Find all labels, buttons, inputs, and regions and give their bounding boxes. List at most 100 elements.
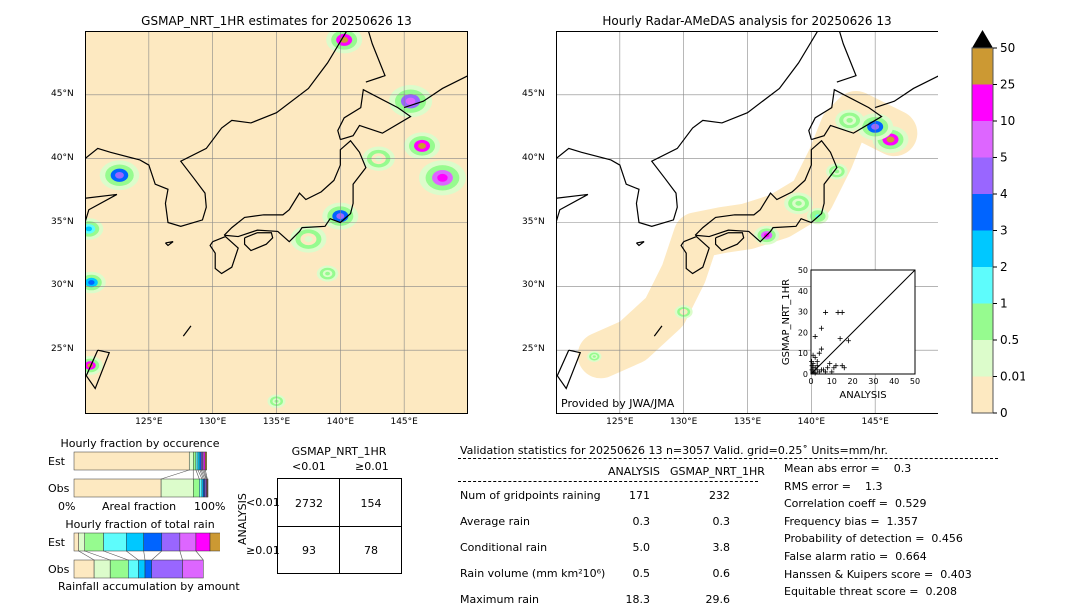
- score-line: Hanssen & Kuipers score = 0.403: [784, 567, 972, 581]
- stat-label: Conditional rain: [460, 541, 548, 554]
- rain-area: [437, 173, 448, 182]
- colorbar-label: 0.5: [1000, 333, 1019, 347]
- coastline: [403, 75, 468, 109]
- lat-tick-label: 25°N: [51, 344, 74, 355]
- bar-segment: [193, 478, 200, 498]
- occurrence-bars: Est Obs: [48, 451, 209, 498]
- colorbar-label: 4: [1000, 187, 1008, 201]
- coastline: [337, 88, 412, 141]
- stat-gsmap: 29.6: [705, 593, 731, 606]
- occurrence-title: Hourly fraction by occurence: [60, 437, 220, 450]
- scatter-point: [831, 365, 837, 371]
- bar-segment: [73, 478, 162, 498]
- rain-fraction-title: Hourly fraction of total rain: [65, 518, 215, 531]
- colorbar-segment: [972, 303, 993, 340]
- colorbar-label: 0: [1000, 406, 1008, 420]
- connector-line: [151, 550, 162, 561]
- col-analysis: ANALYSIS: [608, 465, 660, 478]
- lat-tick-label: 40°N: [522, 152, 545, 163]
- stat-label: Maximum rain: [460, 593, 539, 606]
- bar-segment: [182, 559, 204, 579]
- lat-tick-label: 45°N: [522, 88, 545, 99]
- gsmap-map: [85, 31, 468, 414]
- score-line: RMS error = 1.3: [784, 479, 883, 493]
- lon-tick-label: 135°E: [733, 417, 762, 427]
- scatter-point: [809, 367, 815, 373]
- scatter-plot: 00 10 10 20 20 30 30 40 40 50 50 ANALYSIS GSMAP_NRT_…: [781, 266, 920, 401]
- coastline: [636, 241, 645, 247]
- map-frame: [85, 31, 468, 414]
- rain-area: [418, 142, 427, 149]
- y-tick-label: 0: [803, 370, 808, 379]
- connector-line: [203, 469, 207, 480]
- colorbar-segment: [972, 194, 993, 231]
- colorbar-label: 25: [1000, 78, 1015, 92]
- bar-segment: [188, 451, 194, 471]
- left-map-title: GSMAP_NRT_1HR estimates for 20250626 13: [141, 14, 412, 28]
- cell-miss: 93: [302, 544, 316, 557]
- rain-area: [592, 355, 596, 358]
- lon-tick-label: 140°E: [797, 417, 826, 427]
- stat-gsmap: 0.3: [712, 515, 731, 528]
- connector-line: [205, 469, 208, 480]
- map-frame: [556, 31, 938, 414]
- scatter-point: [839, 363, 845, 369]
- contingency-title: GSMAP_NRT_1HR: [291, 445, 387, 458]
- rain-area: [115, 171, 124, 179]
- one-to-one-line: [810, 269, 916, 375]
- connector-line: [126, 550, 139, 561]
- colorbar-label: 50: [1000, 41, 1015, 55]
- bar-segment: [143, 532, 163, 552]
- lon-tick-label: 145°E: [861, 417, 889, 427]
- coastline: [808, 88, 883, 141]
- stats-header: Validation statistics for 20250626 13 n=…: [460, 444, 888, 457]
- connector-line: [195, 550, 204, 561]
- bar-label: Obs: [48, 563, 70, 576]
- lon-tick-label: 130°E: [669, 417, 698, 427]
- colorbar-segment: [972, 84, 993, 121]
- stat-analysis: 0.5: [632, 567, 651, 580]
- coastline: [165, 241, 174, 247]
- colorbar-segment: [972, 157, 993, 194]
- bar-label: Est: [48, 536, 66, 549]
- bar-segment: [78, 532, 85, 552]
- stat-gsmap: 3.8: [712, 541, 731, 554]
- scatter-point: [812, 354, 818, 360]
- rain-area: [834, 169, 840, 174]
- rain-area: [886, 136, 895, 143]
- scatter-point: [812, 370, 818, 376]
- coastline: [209, 235, 239, 275]
- connector-line: [143, 550, 146, 561]
- cell-hit: 78: [364, 544, 378, 557]
- connector-line: [197, 469, 203, 480]
- rain-area: [85, 226, 93, 232]
- stat-label: Rain volume (mm km²10⁶): [460, 567, 606, 580]
- connector-line: [179, 550, 183, 561]
- stat-analysis: 171: [629, 489, 650, 502]
- colorbar-segment: [972, 376, 993, 413]
- rain-area: [795, 200, 802, 206]
- divider: [458, 481, 758, 482]
- connector-line: [199, 469, 204, 480]
- x-tick-label: 0: [808, 377, 813, 386]
- score-line: Probability of detection = 0.456: [784, 532, 963, 546]
- coastline: [556, 193, 589, 223]
- credit-text: Provided by JWA/JMA: [561, 397, 675, 410]
- scatter-point: [837, 336, 843, 342]
- scatter-point: [827, 361, 833, 367]
- lat-tick-label: 25°N: [522, 344, 545, 355]
- rain-area: [846, 117, 853, 123]
- bar-segment: [84, 532, 104, 552]
- colorbar-segment: [972, 48, 993, 85]
- bar-segment: [161, 532, 181, 552]
- score-line: Frequency bias = 1.357: [784, 514, 919, 528]
- coastline: [223, 139, 367, 243]
- bar-segment: [73, 559, 95, 579]
- x-tick-label: 20: [848, 377, 858, 386]
- lat-tick-label: 35°N: [51, 216, 74, 227]
- colorbar-label: 10: [1000, 114, 1015, 128]
- scatter-point: [818, 346, 824, 352]
- bar-segment: [207, 478, 209, 498]
- stat-label: Num of gridpoints raining: [460, 489, 601, 502]
- bar-segment: [193, 451, 197, 471]
